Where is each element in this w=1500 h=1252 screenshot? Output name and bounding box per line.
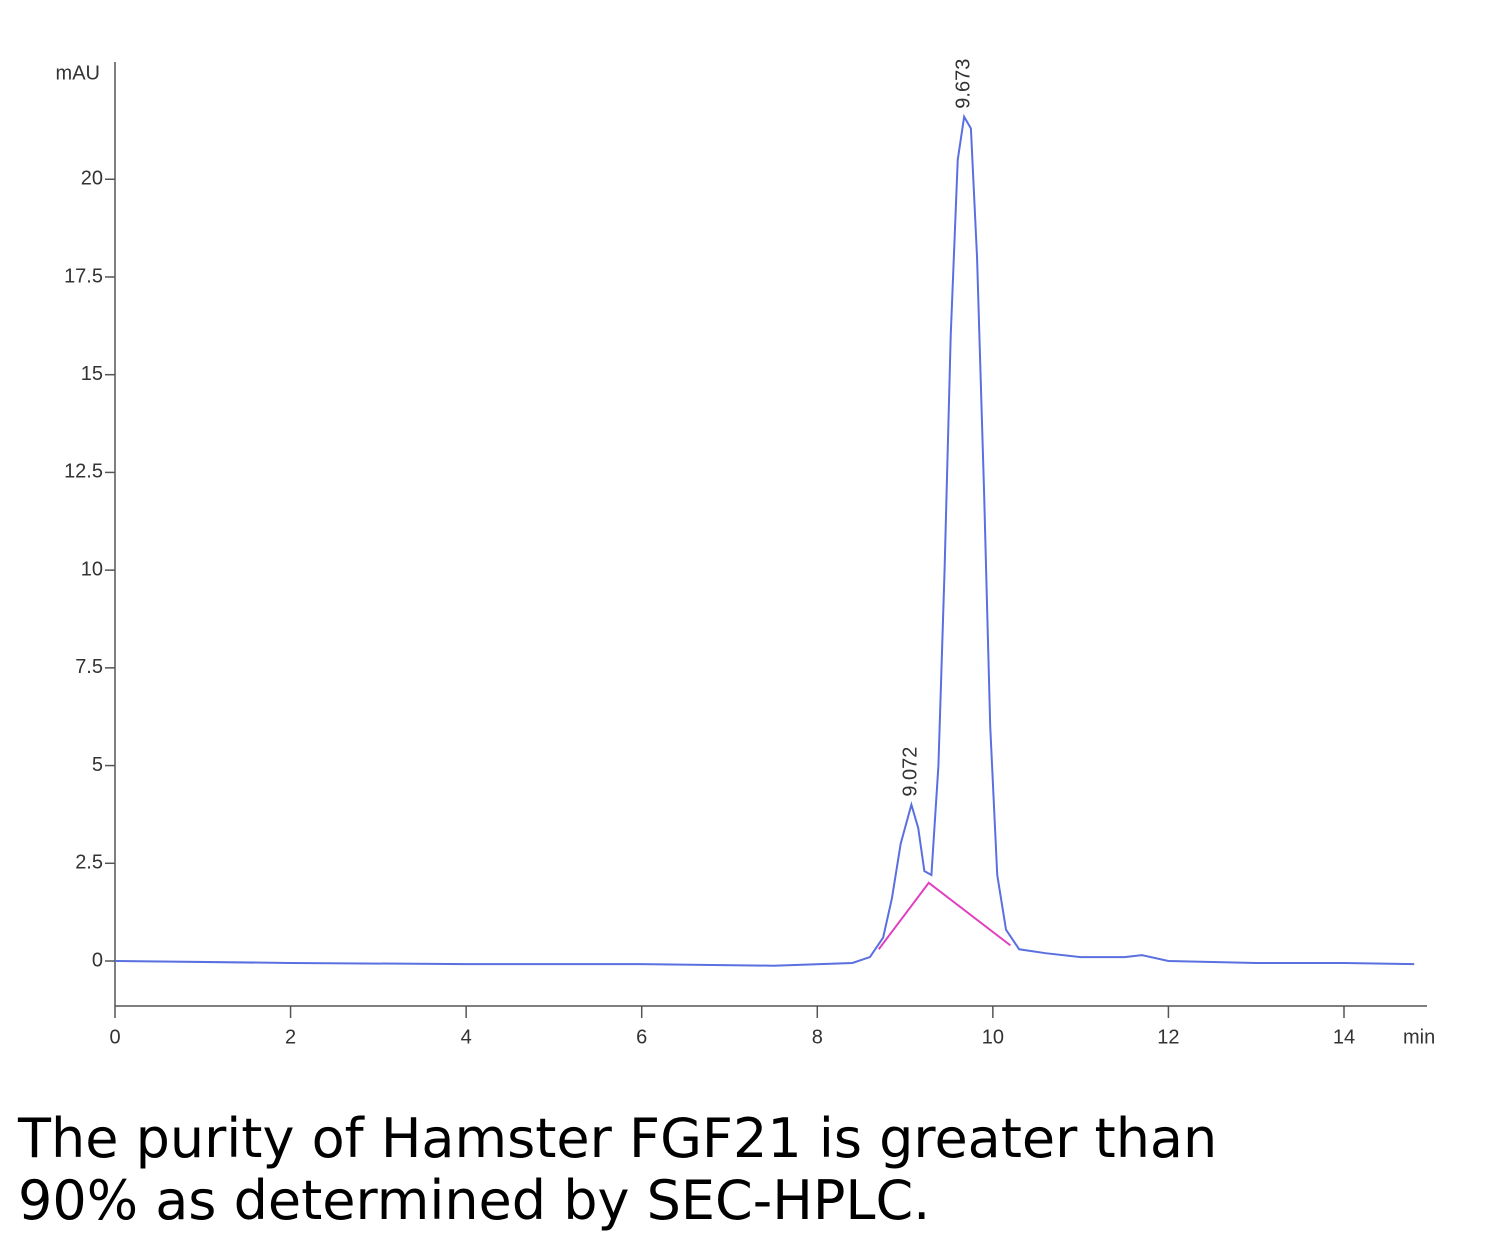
peak-label: 9.673 <box>952 59 974 109</box>
y-tick-label: 0 <box>92 949 103 971</box>
x-axis-label: min <box>1403 1026 1435 1048</box>
y-tick-label: 2.5 <box>75 852 103 874</box>
series-line <box>114 113 1415 967</box>
y-axis-label: mAU <box>56 62 100 84</box>
x-tick-label: 4 <box>461 1026 472 1048</box>
y-tick-label: 17.5 <box>64 265 103 287</box>
y-tick-label: 7.5 <box>75 656 103 678</box>
caption: The purity of Hamster FGF21 is greater t… <box>18 1107 1218 1232</box>
x-tick-label: 2 <box>285 1026 296 1048</box>
x-tick-label: 8 <box>812 1026 823 1048</box>
x-tick-label: 0 <box>109 1026 120 1048</box>
series-line <box>877 881 1012 950</box>
peak-label: 9.072 <box>900 747 922 797</box>
y-tick-label: 12.5 <box>64 461 103 483</box>
x-tick-label: 10 <box>982 1026 1004 1048</box>
x-tick-label: 14 <box>1333 1026 1355 1048</box>
y-tick-label: 5 <box>92 754 103 776</box>
x-tick-label: 6 <box>636 1026 647 1048</box>
y-tick-label: 20 <box>81 168 103 190</box>
x-tick-label: 12 <box>1157 1026 1179 1048</box>
y-tick-label: 15 <box>81 363 103 385</box>
chart: mAU min 0 2.5 5 7.5 10 12.5 15 17.5 20 0 2 4 6 8 10 12 1… <box>56 59 1436 1049</box>
y-tick-label: 10 <box>81 558 103 580</box>
